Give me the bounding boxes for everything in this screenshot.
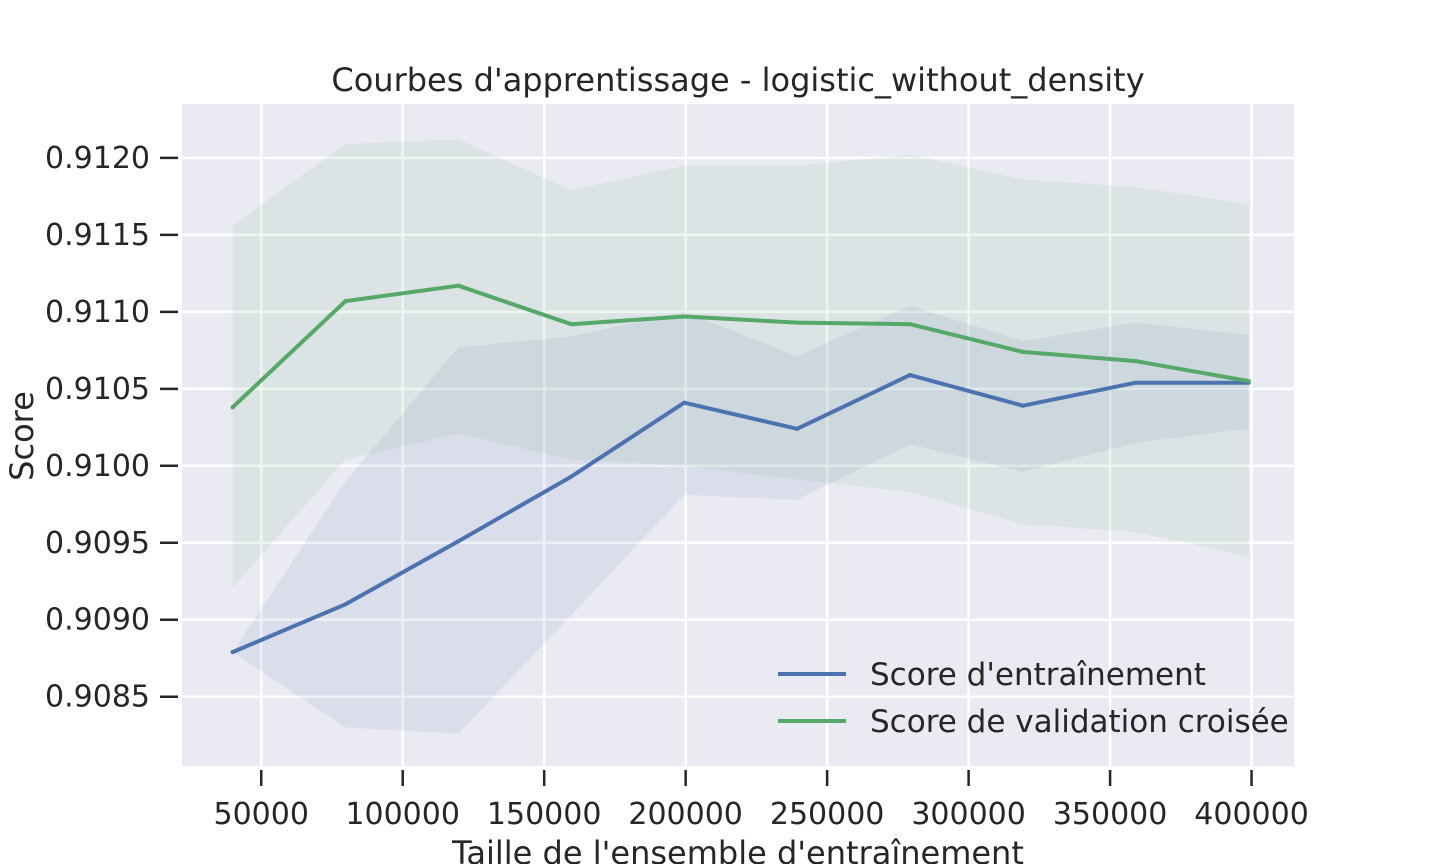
data-point: [795, 426, 800, 431]
data-point: [682, 314, 687, 319]
plot-area: [182, 104, 1294, 766]
x-tick-label: 50000: [214, 797, 309, 832]
x-axis-ticks: 50000 100000 150000 200000 250000 300000 35000…: [214, 770, 1309, 832]
y-tick-label: 0.9100: [45, 449, 150, 484]
y-axis-label: Score: [3, 391, 41, 481]
y-tick-label: 0.9085: [45, 680, 150, 715]
x-tick-label: 200000: [628, 797, 743, 832]
confidence-bands: [232, 139, 1249, 734]
x-tick-label: 350000: [1053, 797, 1168, 832]
y-tick-label: 0.9110: [45, 295, 150, 330]
data-point: [908, 372, 913, 377]
data-point: [230, 405, 235, 410]
y-tick-label: 0.9115: [45, 218, 150, 253]
chart-title: Courbes d'apprentissage - logistic_witho…: [331, 61, 1144, 99]
x-tick-label: 150000: [487, 797, 602, 832]
data-point: [1246, 379, 1251, 384]
legend-entry-0: Score d'entraînement: [870, 657, 1206, 693]
x-tick-label: 250000: [770, 797, 885, 832]
x-tick-label: 300000: [911, 797, 1026, 832]
data-point: [343, 299, 348, 304]
data-point: [569, 322, 574, 327]
data-point: [1133, 359, 1138, 364]
y-tick-label: 0.9105: [45, 372, 150, 407]
y-tick-label: 0.9090: [45, 603, 150, 638]
confidence-band-0: [232, 305, 1249, 734]
legend-entry-1: Score de validation croisée: [870, 704, 1289, 740]
data-point: [343, 602, 348, 607]
x-tick-label: 400000: [1194, 797, 1309, 832]
data-point: [908, 322, 913, 327]
series-line-0: [230, 373, 1251, 655]
legend: Score d'entraînement Score de validation …: [778, 657, 1289, 740]
data-point: [1133, 380, 1138, 385]
x-tick-label: 100000: [345, 797, 460, 832]
x-axis-label: Taille de l'ensemble d'entraînement: [451, 834, 1024, 864]
y-axis-ticks: 0.9085 0.9090 0.9095 0.9100 0.9105 0.9110 0.91…: [45, 141, 178, 715]
data-point: [456, 539, 461, 544]
grid-lines: [182, 104, 1294, 766]
series-lines: [230, 283, 1251, 655]
confidence-band-1: [232, 139, 1249, 588]
y-tick-label: 0.9120: [45, 141, 150, 176]
data-point: [1020, 403, 1025, 408]
data-point: [795, 320, 800, 325]
data-point: [682, 400, 687, 405]
y-tick-label: 0.9095: [45, 526, 150, 561]
data-point: [230, 650, 235, 655]
data-point: [569, 474, 574, 479]
data-point: [456, 283, 461, 288]
data-point: [1020, 349, 1025, 354]
series-line-1: [230, 283, 1251, 410]
